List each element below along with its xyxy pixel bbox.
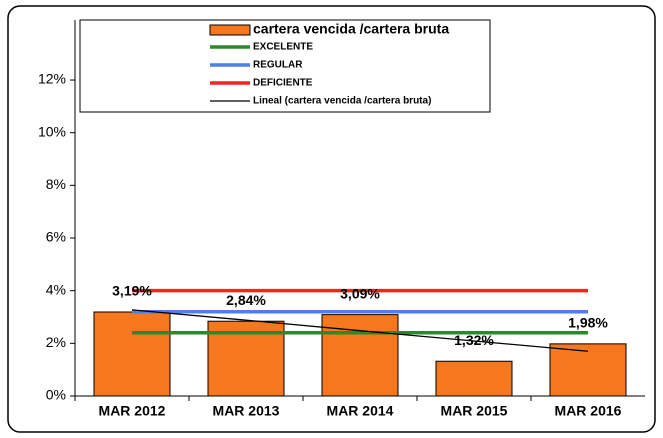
legend-label: Lineal (cartera vencida /cartera bruta) — [253, 96, 431, 107]
y-tick-label: 6% — [46, 229, 66, 245]
y-tick-label: 0% — [46, 387, 66, 403]
data-label: 2,84% — [226, 292, 266, 308]
y-tick-label: 8% — [46, 176, 66, 192]
y-tick-label: 4% — [46, 281, 66, 297]
y-tick-label: 12% — [38, 71, 66, 87]
x-tick-label: MAR 2013 — [213, 403, 280, 419]
y-tick-label: 2% — [46, 334, 66, 350]
bar — [321, 314, 399, 397]
legend-swatch — [209, 24, 251, 36]
legend-label: REGULAR — [253, 60, 303, 71]
y-tick-label: 10% — [38, 123, 66, 139]
x-tick-label: MAR 2014 — [327, 403, 394, 419]
legend-label: DEFICIENTE — [253, 78, 313, 89]
legend-label: cartera vencida /cartera bruta — [253, 21, 449, 37]
legend-box — [79, 19, 491, 113]
data-label: 1,32% — [454, 332, 494, 348]
data-label: 1,98% — [568, 315, 608, 331]
x-tick-label: MAR 2016 — [555, 403, 622, 419]
x-tick-label: MAR 2012 — [99, 403, 166, 419]
data-label: 3,19% — [112, 283, 152, 299]
bar — [549, 343, 627, 397]
bar — [93, 311, 171, 397]
x-tick-label: MAR 2015 — [441, 403, 508, 419]
data-label: 3,09% — [340, 285, 380, 301]
legend-label: EXCELENTE — [253, 42, 313, 53]
bar — [435, 360, 513, 397]
line — [131, 309, 589, 352]
